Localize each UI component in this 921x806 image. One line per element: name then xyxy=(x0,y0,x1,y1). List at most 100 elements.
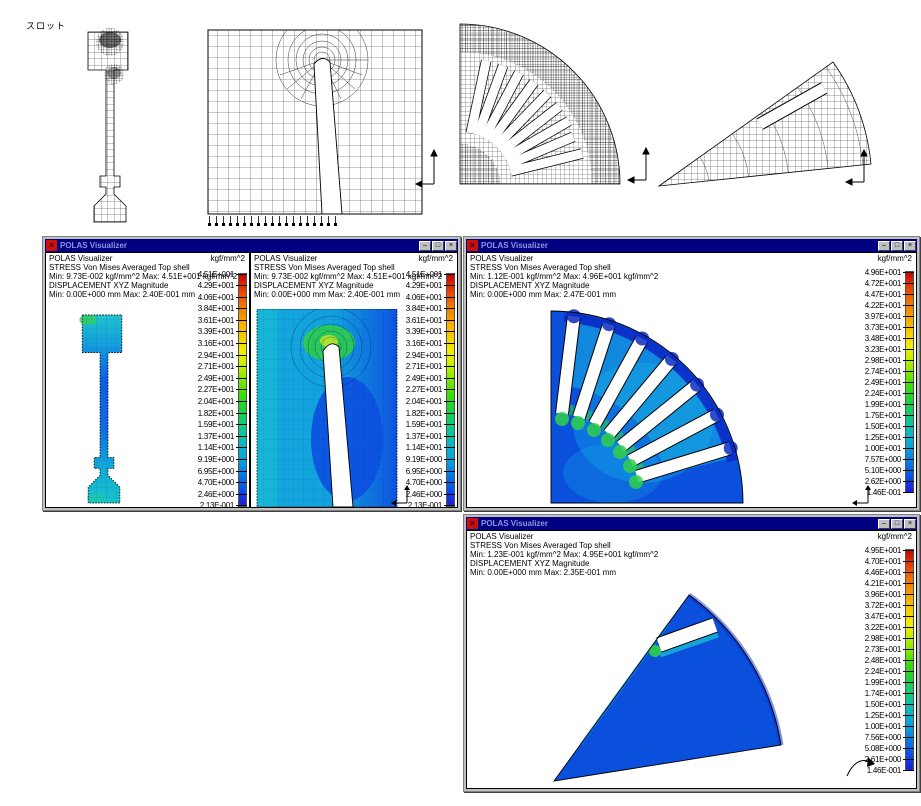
legend-value: 3.16E+001 xyxy=(181,339,247,348)
legend-tick xyxy=(236,493,247,495)
contour-plot-slot-tooth[interactable] xyxy=(56,309,156,507)
close-button[interactable]: × xyxy=(445,240,457,251)
legend-value: 1.82E+001 xyxy=(389,409,455,418)
titlebar[interactable]: ✕ POLAS Visualizer – □ × xyxy=(45,239,458,252)
legend-tick xyxy=(903,326,914,328)
contour-plot-block[interactable] xyxy=(253,309,405,508)
block-mesh-figure xyxy=(207,29,438,226)
close-button[interactable]: × xyxy=(904,518,916,529)
maximize-button[interactable]: □ xyxy=(891,240,903,251)
legend-value: 2.24E+001 xyxy=(848,667,914,676)
minimize-button[interactable]: – xyxy=(419,240,431,251)
legend-value: 2.98E+001 xyxy=(848,356,914,365)
legend-tick xyxy=(444,331,455,333)
legend-tick xyxy=(903,480,914,482)
legend-value: 4.06E+001 xyxy=(181,293,247,302)
legend-value: 2.46E+000 xyxy=(181,490,247,499)
legend-value: 1.59E+001 xyxy=(181,420,247,429)
legend-value: 2.74E+001 xyxy=(848,367,914,376)
fea-window-bottom-right[interactable]: ✕ POLAS Visualizer – □ × POLAS Visualize… xyxy=(463,514,920,792)
legend-tick xyxy=(903,315,914,317)
legend-tick xyxy=(444,412,455,414)
legend-tick xyxy=(903,615,914,617)
app-name-line: POLAS Visualizer xyxy=(470,532,534,541)
result-header: POLAS Visualizer kgf/mm^2 STRESS Von Mis… xyxy=(254,254,455,299)
legend-tick xyxy=(236,447,247,449)
legend-value: 1.50E+001 xyxy=(848,422,914,431)
legend-value: 3.61E+001 xyxy=(181,316,247,325)
legend-value: 2.04E+001 xyxy=(389,397,455,406)
legend-value: 3.84E+001 xyxy=(389,304,455,313)
minimize-button[interactable]: – xyxy=(878,518,890,529)
legend-tick xyxy=(444,447,455,449)
legend-value: 2.94E+001 xyxy=(181,351,247,360)
axis-marker-icon xyxy=(391,485,410,506)
legend-value: 2.24E+001 xyxy=(848,389,914,398)
legend-tick xyxy=(444,343,455,345)
app-name-line: POLAS Visualizer xyxy=(254,254,318,263)
legend-value: 3.84E+001 xyxy=(181,304,247,313)
titlebar[interactable]: ✕ POLAS Visualizer – □ × xyxy=(466,517,917,530)
legend-value: 4.21E+001 xyxy=(848,579,914,588)
legend-value: 5.10E+000 xyxy=(848,466,914,475)
legend-value: 4.70E+001 xyxy=(848,557,914,566)
app-icon: ✕ xyxy=(467,240,478,251)
legend-value: 4.51E+001 xyxy=(181,270,247,279)
maximize-button[interactable]: □ xyxy=(432,240,444,251)
stress-title: STRESS Von Mises Averaged Top shell xyxy=(470,541,611,550)
fea-window-top-right[interactable]: ✕ POLAS Visualizer – □ × POLAS Visualize… xyxy=(463,236,920,511)
legend-value: 3.96E+001 xyxy=(848,590,914,599)
contour-plot-sector[interactable] xyxy=(529,579,841,787)
legend-tick xyxy=(903,571,914,573)
legend-value: 1.14E+001 xyxy=(389,443,455,452)
legend-value: 2.62E+000 xyxy=(848,477,914,486)
legend-tick xyxy=(903,670,914,672)
displacement-range: Min: 0.00E+000 mm Max: 2.40E-001 mm xyxy=(254,290,401,299)
legend-tick xyxy=(903,348,914,350)
legend-value: 9.19E+000 xyxy=(389,455,455,464)
legend-tick xyxy=(444,366,455,368)
stress-range: Min: 1.12E-001 kgf/mm^2 Max: 4.96E+001 k… xyxy=(470,272,659,281)
legend-tick xyxy=(903,725,914,727)
legend-value: 2.49E+001 xyxy=(389,374,455,383)
minimize-button[interactable]: – xyxy=(878,240,890,251)
legend-tick xyxy=(903,282,914,284)
legend-value: 1.82E+001 xyxy=(181,409,247,418)
titlebar[interactable]: ✕ POLAS Visualizer – □ × xyxy=(466,239,917,252)
slot-tooth-mesh-figure xyxy=(87,28,129,223)
window-content: POLAS Visualizer kgf/mm^2 STRESS Von Mis… xyxy=(466,252,917,508)
result-header: POLAS Visualizer kgf/mm^2 STRESS Von Mis… xyxy=(49,254,247,299)
legend-value: 3.72E+001 xyxy=(848,601,914,610)
legend-value: 1.50E+001 xyxy=(848,700,914,709)
legend-tick xyxy=(236,319,247,321)
legend-tick xyxy=(903,769,914,771)
legend-tick xyxy=(236,331,247,333)
legend-value: 4.47E+001 xyxy=(848,290,914,299)
legend-tick xyxy=(236,505,247,507)
legend-tick xyxy=(236,482,247,484)
close-button[interactable]: × xyxy=(904,240,916,251)
displacement-range: Min: 0.00E+000 mm Max: 2.47E-001 mm xyxy=(470,290,617,299)
legend-value: 2.27E+001 xyxy=(181,385,247,394)
legend-tick xyxy=(236,389,247,391)
rotor-fan-mesh-figure xyxy=(459,23,650,185)
fea-window-left[interactable]: ✕ POLAS Visualizer – □ × POLAS Visualize… xyxy=(42,236,461,511)
rotation-axis-arrow-icon xyxy=(846,757,875,777)
legend-value: 3.23E+001 xyxy=(848,345,914,354)
legend-value: 2.13E-001 xyxy=(389,501,455,507)
legend-tick xyxy=(903,549,914,551)
legend-tick xyxy=(903,447,914,449)
legend-tick xyxy=(903,703,914,705)
maximize-button[interactable]: □ xyxy=(891,518,903,529)
legend-value: 4.22E+001 xyxy=(848,301,914,310)
legend-value: 1.46E-001 xyxy=(848,766,914,775)
window-title: POLAS Visualizer xyxy=(60,241,127,250)
window-title: POLAS Visualizer xyxy=(481,519,548,528)
sector-mesh-figure xyxy=(657,61,872,187)
legend-value: 1.37E+001 xyxy=(181,432,247,441)
legend-value: 2.48E+001 xyxy=(848,656,914,665)
legend-tick xyxy=(903,714,914,716)
legend-value: 2.46E+000 xyxy=(389,490,455,499)
contour-plot-rotor-fan[interactable] xyxy=(523,303,795,507)
legend-tick xyxy=(903,491,914,493)
